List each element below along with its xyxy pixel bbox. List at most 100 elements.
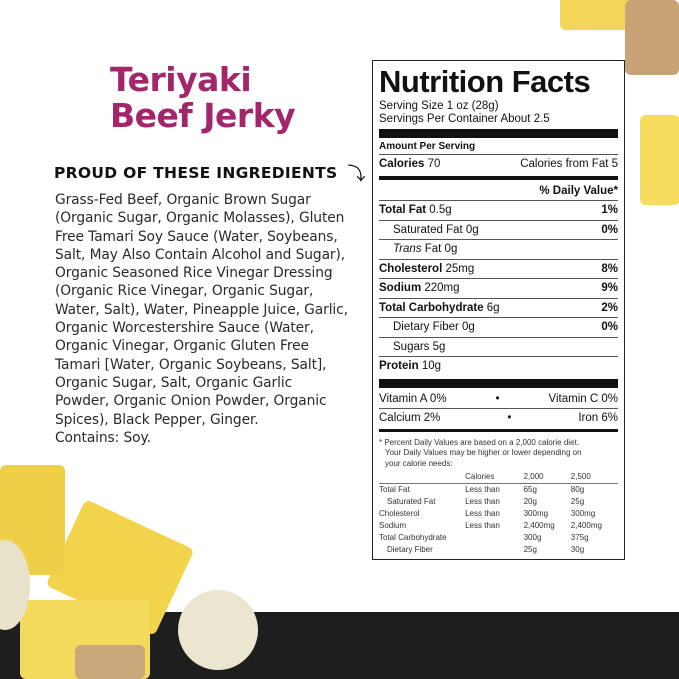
table-cell: 80g: [570, 485, 585, 494]
table-row: Total Carbohydrate 300g 375g: [379, 532, 618, 544]
table-cell: 300mg: [523, 509, 549, 518]
calories-row: Calories 70 Calories from Fat 5: [379, 154, 618, 174]
ingredient-line: Organic Worcestershire Sauce (Water,: [55, 320, 314, 337]
table-cell: Less than: [465, 521, 500, 530]
table-cell: Less than: [465, 497, 500, 506]
ingredients-heading: PROUD OF THESE INGREDIENTS ⤵: [54, 160, 366, 186]
ingredient-line: Water, Salt), Water, Pineapple Juice, Ga…: [55, 301, 348, 318]
vitamin-row: Vitamin A 0% • Vitamin C 0%: [379, 390, 618, 408]
table-cell: Cholesterol: [379, 509, 420, 518]
table-cell: Saturated Fat: [387, 497, 436, 506]
table-row: Saturated Fat Less than 20g 25g: [379, 496, 618, 508]
vitamin-value: Iron 6%: [578, 411, 618, 424]
table-row: Cholesterol Less than 300mg 300mg: [379, 508, 618, 520]
nutrient-label: Sodium: [379, 282, 422, 294]
nutrient-amount: 0g: [462, 321, 475, 333]
footnote: * Percent Daily Values are based on a 2,…: [379, 434, 618, 470]
calories-from-fat: Calories from Fat 5: [520, 158, 618, 170]
nutrient-label: Protein: [379, 360, 419, 372]
ingredient-line: Organic Vinegar, Organic Gluten Free: [55, 338, 309, 355]
vitamin-value: Vitamin C 0%: [548, 392, 618, 405]
nutrient-amount: 25mg: [445, 262, 475, 275]
divider: [379, 378, 618, 388]
table-cell: 2,400mg: [523, 521, 555, 530]
vitamin-row: Calcium 2% • Iron 6%: [379, 407, 618, 427]
table-cell: 30g: [570, 545, 585, 554]
nutrient-name: Dietary Fiber 0g: [393, 320, 475, 336]
table-cell: 25g: [523, 545, 537, 554]
nutrient-label: Sugars: [393, 340, 430, 353]
servings-per-container: Servings Per Container About 2.5: [379, 113, 550, 125]
ingredient-line: Tamari [Water, Organic Soybeans, Salt],: [55, 356, 327, 373]
nutrient-amount: Fat 0g: [424, 243, 458, 255]
nutrient-dv: 2%: [601, 301, 618, 314]
nutrient-name: Cholesterol 25mg: [379, 262, 474, 278]
serving-info: Serving Size 1 oz (28g) Servings Per Con…: [379, 100, 618, 126]
nutrient-row: Sugars 5g: [379, 336, 618, 357]
table-cell: Total Fat: [379, 485, 410, 494]
nutrient-row: Total Carbohydrate 6g 2%: [379, 297, 618, 318]
nutrient-amount: 6g: [486, 301, 500, 314]
nutrient-label: Cholesterol: [379, 262, 443, 275]
ingredient-line: Grass-Fed Beef, Organic Brown Sugar: [55, 192, 311, 208]
nutrient-dv: 8%: [601, 262, 618, 275]
table-row: Calories 2,000 2,500: [379, 471, 618, 484]
bullet: •: [507, 411, 512, 424]
ingredient-line: Organic Seasoned Rice Vinegar Dressing: [55, 265, 333, 282]
table-cell: [465, 532, 524, 544]
nutrient-row: Protein 10g: [379, 356, 618, 376]
nutrient-name: Saturated Fat 0g: [393, 223, 479, 239]
table-cell: Less than: [465, 485, 500, 494]
nutrient-name: Sodium 220mg: [379, 281, 460, 297]
ingredients-heading-text: PROUD OF THESE INGREDIENTS: [54, 164, 338, 182]
pineapple-image: [640, 115, 679, 205]
table-row: Total Fat Less than 65g 80g: [379, 484, 618, 497]
footnote-line: * Percent Daily Values are based on a 2,…: [379, 437, 579, 447]
table-cell: [465, 544, 524, 556]
nutrient-amount: 220mg: [424, 282, 460, 294]
table-cell: 25g: [570, 497, 585, 506]
vitamin-value: Vitamin A 0%: [379, 392, 447, 405]
table-cell: 375g: [570, 533, 589, 542]
table-cell: [379, 471, 466, 484]
ingredient-line: Organic Sugar, Salt, Organic Garlic: [55, 374, 293, 391]
daily-value-header: % Daily Value*: [539, 184, 618, 197]
nutrient-label: Saturated Fat: [393, 223, 463, 236]
calories-label: Calories: [379, 158, 425, 170]
table-cell: 300g: [523, 533, 542, 542]
divider: [379, 129, 618, 138]
table-cell: Less than: [465, 509, 500, 518]
curved-arrow-down-icon: ⤵: [347, 164, 366, 185]
nutrient-name: Trans Fat 0g: [393, 242, 457, 258]
nutrient-dv: 0%: [601, 321, 618, 333]
title-line: Teriyaki: [110, 60, 252, 99]
table-cell: Total Carbohydrate: [379, 533, 447, 542]
nutrition-title: Nutrition Facts: [379, 64, 591, 99]
calories-value: 70: [427, 158, 441, 170]
divider: [379, 428, 618, 432]
nutrient-label: Total Fat: [379, 204, 427, 216]
nutrient-row: Total Fat 0.5g 1%: [379, 200, 618, 220]
divider: [379, 175, 618, 180]
nutrient-label: Total Carbohydrate: [379, 301, 484, 314]
ingredients-list: Grass-Fed Beef, Organic Brown Sugar (Orga…: [55, 191, 348, 447]
nutrient-amount: 5g: [432, 340, 446, 353]
ginger-image: [625, 0, 679, 75]
nutrient-name: Protein 10g: [379, 359, 441, 375]
nutrient-amount: 0g: [465, 223, 479, 236]
product-title: Teriyaki Beef Jerky: [110, 60, 296, 134]
table-cell: Sodium: [379, 521, 407, 530]
table-cell: Calories: [465, 471, 524, 484]
table-cell: 2,400mg: [570, 521, 602, 530]
ingredient-line: (Organic Rice Vinegar, Organic Sugar,: [55, 283, 314, 300]
ginger-image: [75, 645, 145, 679]
nutrient-amount: 10g: [421, 360, 442, 372]
nutrient-row: Saturated Fat 0g 0%: [379, 219, 618, 240]
nutrient-row: Sodium 220mg 9%: [379, 278, 618, 298]
table-cell: 65g: [523, 485, 537, 494]
table-row: Dietary Fiber 25g 30g: [379, 544, 618, 556]
table-cell: Dietary Fiber: [387, 545, 433, 554]
table-cell: 20g: [523, 497, 537, 506]
ingredient-line: (Organic Sugar, Organic Molasses), Glute…: [55, 210, 345, 227]
nutrient-dv: 9%: [601, 282, 618, 294]
